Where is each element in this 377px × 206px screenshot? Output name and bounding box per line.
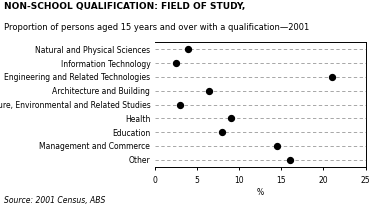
Text: Source: 2001 Census, ABS: Source: 2001 Census, ABS: [4, 195, 105, 204]
Text: NON-SCHOOL QUALIFICATION: FIELD OF STUDY,: NON-SCHOOL QUALIFICATION: FIELD OF STUDY…: [4, 2, 245, 11]
Text: Engineering and Related Technologies: Engineering and Related Technologies: [4, 73, 150, 82]
Text: Health: Health: [125, 114, 150, 123]
Text: Information Technology: Information Technology: [61, 59, 150, 68]
Text: Architecture and Building: Architecture and Building: [52, 87, 150, 96]
Text: Natural and Physical Sciences: Natural and Physical Sciences: [35, 46, 150, 55]
Point: [185, 48, 192, 52]
Text: Agriculture, Environmental and Related Studies: Agriculture, Environmental and Related S…: [0, 101, 150, 110]
Point: [228, 117, 234, 121]
Point: [287, 158, 293, 162]
Point: [207, 90, 213, 93]
Text: Education: Education: [112, 128, 150, 137]
Text: Other: Other: [129, 156, 150, 164]
Point: [177, 103, 183, 107]
Point: [219, 131, 225, 134]
Point: [274, 145, 280, 148]
Text: Management and Commerce: Management and Commerce: [40, 142, 150, 151]
Point: [329, 76, 335, 79]
Point: [173, 62, 179, 66]
X-axis label: %: %: [257, 187, 264, 196]
Text: Proportion of persons aged 15 years and over with a qualification—2001: Proportion of persons aged 15 years and …: [4, 23, 309, 32]
